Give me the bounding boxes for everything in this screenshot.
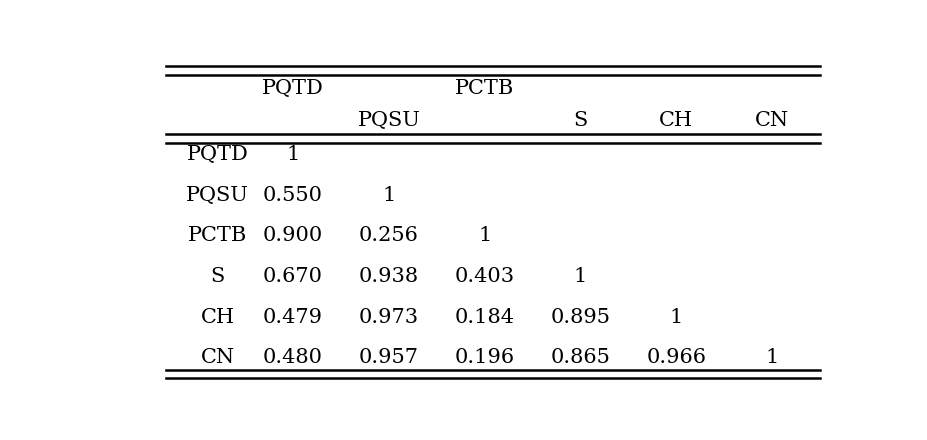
Text: 0.403: 0.403 (454, 267, 514, 286)
Text: PQSU: PQSU (358, 111, 420, 130)
Text: 0.865: 0.865 (551, 348, 610, 367)
Text: 0.196: 0.196 (454, 348, 514, 367)
Text: S: S (573, 111, 588, 130)
Text: 0.184: 0.184 (454, 308, 514, 326)
Text: PQSU: PQSU (186, 186, 249, 205)
Text: 0.480: 0.480 (263, 348, 324, 367)
Text: PQTD: PQTD (262, 79, 324, 98)
Text: 1: 1 (478, 226, 491, 245)
Text: 1: 1 (669, 308, 683, 326)
Text: 0.550: 0.550 (263, 186, 324, 205)
Text: 0.973: 0.973 (359, 308, 419, 326)
Text: 0.938: 0.938 (359, 267, 419, 286)
Text: 0.957: 0.957 (359, 348, 419, 367)
Text: PQTD: PQTD (186, 145, 248, 164)
Text: 0.900: 0.900 (263, 226, 324, 245)
Text: CH: CH (659, 111, 693, 130)
Text: 0.479: 0.479 (263, 308, 324, 326)
Text: 0.670: 0.670 (263, 267, 324, 286)
Text: PCTB: PCTB (455, 79, 514, 98)
Text: S: S (210, 267, 224, 286)
Text: 1: 1 (286, 145, 299, 164)
Text: 0.966: 0.966 (646, 348, 706, 367)
Text: 1: 1 (382, 186, 396, 205)
Text: 0.256: 0.256 (359, 226, 419, 245)
Text: 0.895: 0.895 (551, 308, 611, 326)
Text: CH: CH (200, 308, 235, 326)
Text: CN: CN (755, 111, 789, 130)
Text: PCTB: PCTB (188, 226, 248, 245)
Text: 1: 1 (574, 267, 587, 286)
Text: CN: CN (200, 348, 235, 367)
Text: 1: 1 (766, 348, 779, 367)
